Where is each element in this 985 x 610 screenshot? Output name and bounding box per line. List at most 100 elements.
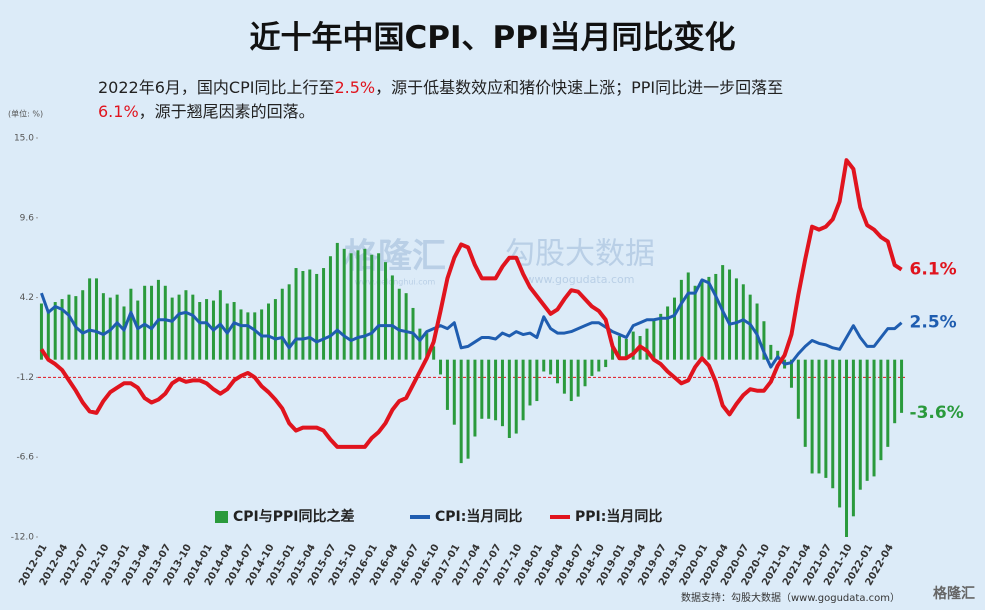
line: [40, 278, 903, 369]
y-tick-label: -1.2: [16, 373, 34, 383]
bar: [748, 294, 752, 360]
bar: [686, 272, 690, 360]
bar: [377, 253, 381, 360]
watermark: 勾股大数据: [505, 237, 655, 272]
bar: [734, 278, 738, 360]
bar: [60, 299, 64, 360]
bar: [356, 250, 360, 360]
bar: [851, 359, 855, 517]
bar: [617, 336, 621, 360]
bar: [232, 302, 236, 360]
bar: [163, 285, 167, 360]
bar: [432, 346, 436, 360]
bar: [177, 294, 181, 360]
bar: [893, 359, 897, 424]
value-label: -3.6%: [910, 403, 964, 423]
bar: [521, 359, 525, 421]
bar: [597, 359, 601, 372]
bar: [418, 328, 422, 360]
bar: [865, 359, 869, 481]
bar: [342, 248, 346, 360]
watermark: www.gelonghui.com: [355, 278, 436, 287]
bar: [542, 359, 546, 372]
bar: [315, 273, 319, 360]
bar: [507, 359, 511, 438]
value-label: 6.1%: [910, 260, 957, 280]
bar: [273, 299, 277, 360]
bar: [500, 359, 504, 427]
bar: [370, 254, 374, 360]
bar: [267, 303, 271, 360]
bar: [473, 359, 477, 437]
y-tick-label: 4.2: [20, 293, 34, 303]
bar: [383, 262, 387, 360]
bar: [294, 268, 298, 360]
bar: [53, 302, 57, 360]
bar: [239, 309, 243, 360]
value-label: 2.5%: [910, 313, 957, 333]
bar: [803, 359, 807, 447]
bar: [645, 328, 649, 360]
subtitle-highlight: 6.1%: [98, 102, 139, 121]
bar: [466, 359, 470, 459]
bar: [349, 253, 353, 360]
bar: [67, 294, 71, 360]
bar: [556, 359, 560, 384]
bar: [707, 276, 711, 360]
bar: [397, 288, 401, 360]
bar: [439, 359, 443, 375]
bar: [170, 297, 174, 360]
bar: [714, 273, 718, 360]
bar: [590, 359, 594, 376]
bar: [838, 359, 842, 508]
source: 数据支持：勾股大数据（www.gogudata.com）: [681, 591, 900, 604]
bar: [810, 359, 814, 474]
y-tick-label: -12.0: [11, 533, 35, 543]
bar: [528, 359, 532, 406]
line: [39, 158, 903, 449]
chart-title: 近十年中国CPI、PPI当月同比变化: [249, 20, 736, 56]
bar: [459, 359, 463, 464]
bar: [335, 242, 339, 360]
bar: [191, 294, 195, 360]
bar: [535, 359, 539, 402]
y-tick-label: 15.0: [14, 134, 34, 144]
bar: [425, 333, 429, 360]
bar: [122, 306, 126, 360]
bar: [631, 331, 635, 360]
legend-label: CPI与PPI同比之差: [233, 508, 354, 525]
bar: [769, 344, 773, 360]
subtitle-highlight: 2.5%: [334, 78, 376, 97]
bar: [328, 256, 332, 360]
y-tick-label: 9.6: [20, 213, 35, 223]
bar: [886, 359, 890, 447]
bar: [480, 359, 484, 419]
bar: [796, 359, 800, 419]
bar: [845, 359, 849, 537]
bar: [831, 359, 835, 489]
bar: [487, 359, 491, 419]
bar: [280, 288, 284, 360]
bar: [611, 344, 615, 360]
bar: [693, 285, 697, 360]
bar: [390, 275, 394, 360]
bar: [858, 359, 862, 490]
bar: [879, 359, 883, 461]
bar: [562, 359, 566, 394]
bar: [652, 319, 656, 360]
bar: [322, 268, 326, 360]
bar: [494, 359, 498, 421]
bar: [583, 359, 587, 387]
bar: [246, 312, 250, 360]
bar: [624, 338, 628, 360]
bar: [452, 359, 456, 425]
subtitle-text: ，源于低基数效应和猪价快速上涨；PPI同比进一步回落至: [375, 78, 784, 97]
bar: [659, 313, 663, 360]
bar: [900, 359, 904, 413]
bar: [672, 297, 676, 360]
legend-label: PPI:当月同比: [575, 508, 662, 525]
bar: [88, 278, 92, 360]
bar: [150, 285, 154, 360]
